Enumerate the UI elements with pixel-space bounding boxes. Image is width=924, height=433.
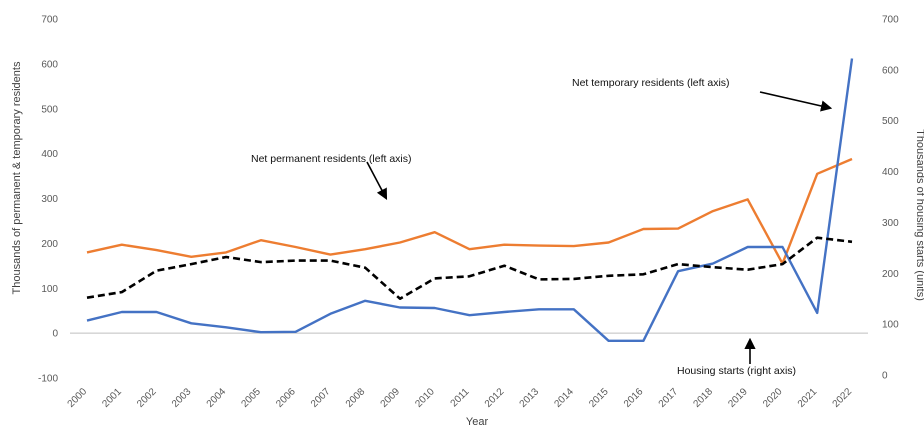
x-axis-label: Year (466, 416, 489, 428)
series-line-net-temporary-residents (86, 58, 854, 342)
y-right-tick-label: 200 (882, 269, 899, 280)
y-left-tick-label: 500 (41, 104, 58, 115)
x-tick-label: 2009 (379, 386, 403, 410)
right-axis-ticks: 700 600 500 400 300 200 100 0 (882, 15, 899, 382)
x-tick-label: 2017 (657, 386, 681, 410)
series-line-housing-starts (86, 236, 853, 300)
annotation-label: Housing starts (right axis) (677, 365, 796, 377)
annotation-arrow (366, 161, 388, 200)
y-right-tick-label: 300 (882, 218, 899, 229)
x-tick-label: 2015 (587, 386, 611, 410)
annotation-label: Net temporary residents (left axis) (572, 77, 730, 89)
y-right-tick-label: 400 (882, 167, 899, 178)
x-axis-ticks: 2000 2001 2002 2003 2004 2005 2006 2007 2008 2009… (66, 386, 855, 410)
x-tick-label: 2016 (622, 386, 646, 410)
x-tick-label: 2005 (239, 386, 263, 410)
y-right-tick-label: 100 (882, 320, 899, 331)
series-line-net-permanent-residents (86, 157, 853, 265)
x-tick-label: 2008 (344, 386, 368, 410)
x-tick-label: 2003 (170, 386, 194, 410)
annotations: Net temporary residents (left axis) Net p… (251, 77, 833, 377)
x-tick-label: 2010 (413, 386, 437, 410)
x-tick-label: 2006 (274, 386, 298, 410)
series-lines (86, 58, 854, 342)
y-left-tick-label: 700 (41, 15, 58, 26)
x-tick-label: 2013 (518, 386, 542, 410)
y-left-tick-label: -100 (38, 374, 58, 385)
x-tick-label: 2020 (761, 386, 785, 410)
y-right-tick-label: 700 (882, 15, 899, 26)
annotation-arrow (759, 91, 833, 112)
x-tick-label: 2002 (135, 386, 159, 410)
y-axis-right-label: Thousands of housing starts (units) (914, 129, 924, 301)
y-right-tick-label: 0 (882, 371, 888, 382)
left-axis-ticks: 700 600 500 400 300 200 100 0 -100 (38, 15, 58, 385)
x-tick-label: 2019 (726, 386, 750, 410)
y-right-tick-label: 600 (882, 65, 899, 76)
x-tick-label: 2011 (449, 386, 472, 409)
x-tick-label: 2007 (309, 386, 333, 410)
y-right-tick-label: 500 (882, 116, 899, 127)
x-tick-label: 2018 (692, 386, 716, 410)
x-tick-label: 2021 (796, 386, 820, 410)
x-tick-label: 2000 (66, 386, 90, 410)
x-tick-label: 2004 (205, 386, 229, 410)
x-tick-label: 2001 (100, 386, 124, 410)
y-left-tick-label: 200 (41, 239, 58, 250)
x-tick-label: 2022 (831, 386, 855, 410)
y-left-tick-label: 100 (41, 284, 58, 295)
y-left-tick-label: 400 (41, 149, 58, 160)
y-left-tick-label: 600 (41, 59, 58, 70)
x-tick-label: 2014 (552, 386, 576, 410)
y-axis-left-label: Thousands of permanent & temporary resid… (11, 61, 23, 294)
y-left-tick-label: 300 (41, 194, 58, 205)
y-left-tick-label: 0 (52, 329, 58, 340)
annotation-label: Net permanent residents (left axis) (251, 153, 411, 165)
x-tick-label: 2012 (483, 386, 507, 410)
